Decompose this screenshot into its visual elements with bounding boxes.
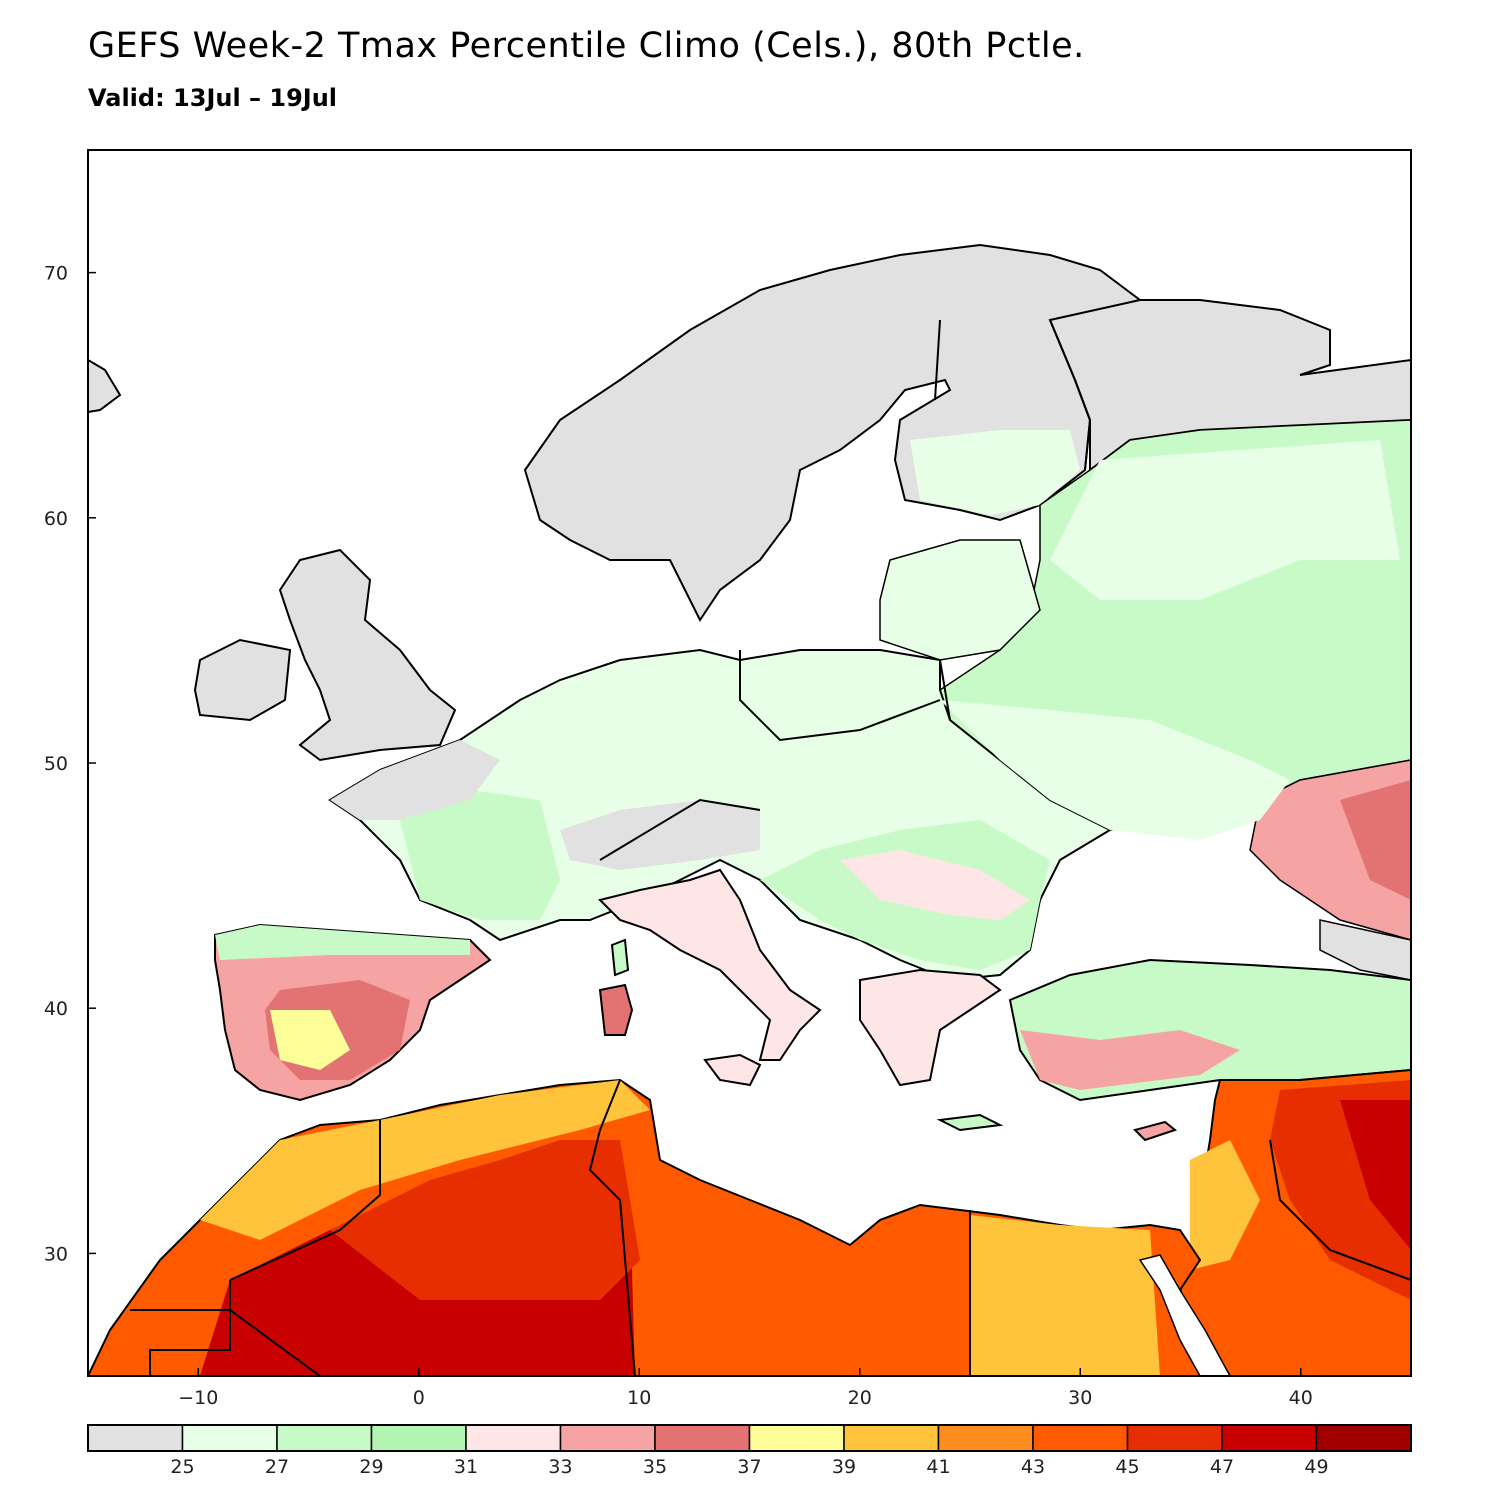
- colorbar-label: 39: [832, 1456, 856, 1478]
- region-central-grey: [330, 740, 500, 820]
- lon-tick-label: 10: [627, 1387, 651, 1409]
- region-greece: [859, 968, 1002, 1087]
- lon-tick-label: 20: [848, 1387, 872, 1409]
- lon-tick-label: −10: [178, 1387, 218, 1409]
- region-levant: [1190, 1140, 1260, 1270]
- region-iberia-north: [215, 925, 470, 960]
- region-corsica: [610, 938, 630, 977]
- region-cyprus: [1133, 1120, 1178, 1142]
- region-great-britain: [278, 548, 457, 762]
- colorbar-bin: [276, 1424, 373, 1452]
- colorbar-bin: [937, 1424, 1034, 1452]
- colorbar-label: 31: [454, 1456, 478, 1478]
- region-alps-grey: [560, 800, 760, 870]
- lon-tick-label: 30: [1068, 1387, 1092, 1409]
- colorbar-label: 27: [265, 1456, 289, 1478]
- colorbar-bin: [465, 1424, 562, 1452]
- colorbar-bin: [181, 1424, 278, 1452]
- region-finland-green: [910, 430, 1080, 515]
- region-ukraine: [940, 700, 1290, 840]
- lat-tick-label: 60: [44, 508, 68, 530]
- region-maghreb-coast: [200, 1080, 650, 1240]
- lon-tick-label: 40: [1289, 1387, 1313, 1409]
- colorbar-label: 37: [737, 1456, 761, 1478]
- map-axes: −10 0 10 20 30 40 30 40 50 60 70: [44, 263, 1313, 1409]
- colorbar-label: 35: [643, 1456, 667, 1478]
- colorbar-label: 25: [170, 1456, 194, 1478]
- valid-period: Valid: 13Jul – 19Jul: [88, 84, 338, 112]
- region-libya-egypt: [970, 1215, 1160, 1376]
- colorbar-bin: [370, 1424, 467, 1452]
- colorbar-bin: [843, 1424, 940, 1452]
- colorbar-bin: [1221, 1424, 1318, 1452]
- map-title: GEFS Week-2 Tmax Percentile Climo (Cels.…: [88, 26, 1085, 66]
- lat-tick-label: 40: [44, 998, 68, 1020]
- colorbar-label: 49: [1304, 1456, 1328, 1478]
- region-turkey-pink: [1020, 1030, 1240, 1090]
- region-iceland: [88, 358, 122, 414]
- region-russia-hottest: [1340, 780, 1411, 900]
- region-sicily: [703, 1053, 762, 1087]
- colorbar-label: 33: [548, 1456, 572, 1478]
- region-baltics: [879, 539, 1041, 661]
- region-scandinavia: [523, 243, 1143, 622]
- region-sahara-hot: [330, 1140, 640, 1300]
- colorbar-bin: [1032, 1424, 1129, 1452]
- colorbar-label: 45: [1115, 1456, 1139, 1478]
- region-iberia-hot: [270, 1010, 350, 1070]
- lon-tick-label: 0: [413, 1387, 425, 1409]
- colorbar-bin: [1126, 1424, 1223, 1452]
- region-middle-east-hottest: [1340, 1100, 1411, 1250]
- colorbar-bin: [559, 1424, 656, 1452]
- colorbar-label: 41: [926, 1456, 950, 1478]
- colorbar-label: 29: [359, 1456, 383, 1478]
- lat-tick-label: 30: [44, 1243, 68, 1265]
- region-nw-russia: [1048, 299, 1411, 472]
- lat-tick-label: 50: [44, 753, 68, 775]
- lat-tick-label: 70: [44, 263, 68, 285]
- colorbar-label: 47: [1210, 1456, 1234, 1478]
- region-russia-lighter: [1050, 440, 1400, 600]
- map-content: [88, 243, 1411, 1376]
- colorbar-labels: 25 27 29 31 33 35 37 39 41 43 45 47 49: [170, 1456, 1328, 1478]
- colorbar-label: 43: [1021, 1456, 1045, 1478]
- country-borders: [130, 319, 1411, 1376]
- colorbar-bin: [87, 1424, 184, 1452]
- colorbar-bin: [1315, 1424, 1412, 1452]
- region-italy: [598, 868, 822, 1061]
- colorbar-frame: [87, 1424, 1412, 1452]
- region-balkans-pink: [840, 850, 1030, 920]
- region-sardinia: [598, 983, 634, 1036]
- region-ireland: [193, 638, 292, 722]
- colorbar-bin: [748, 1424, 845, 1452]
- colorbar-bin: [654, 1424, 751, 1452]
- region-france-green: [400, 790, 560, 920]
- region-crete: [936, 1113, 1004, 1132]
- colorbar-bins: [87, 1424, 1412, 1452]
- region-caucasus: [1319, 919, 1411, 981]
- region-red-sea: [1138, 1254, 1231, 1376]
